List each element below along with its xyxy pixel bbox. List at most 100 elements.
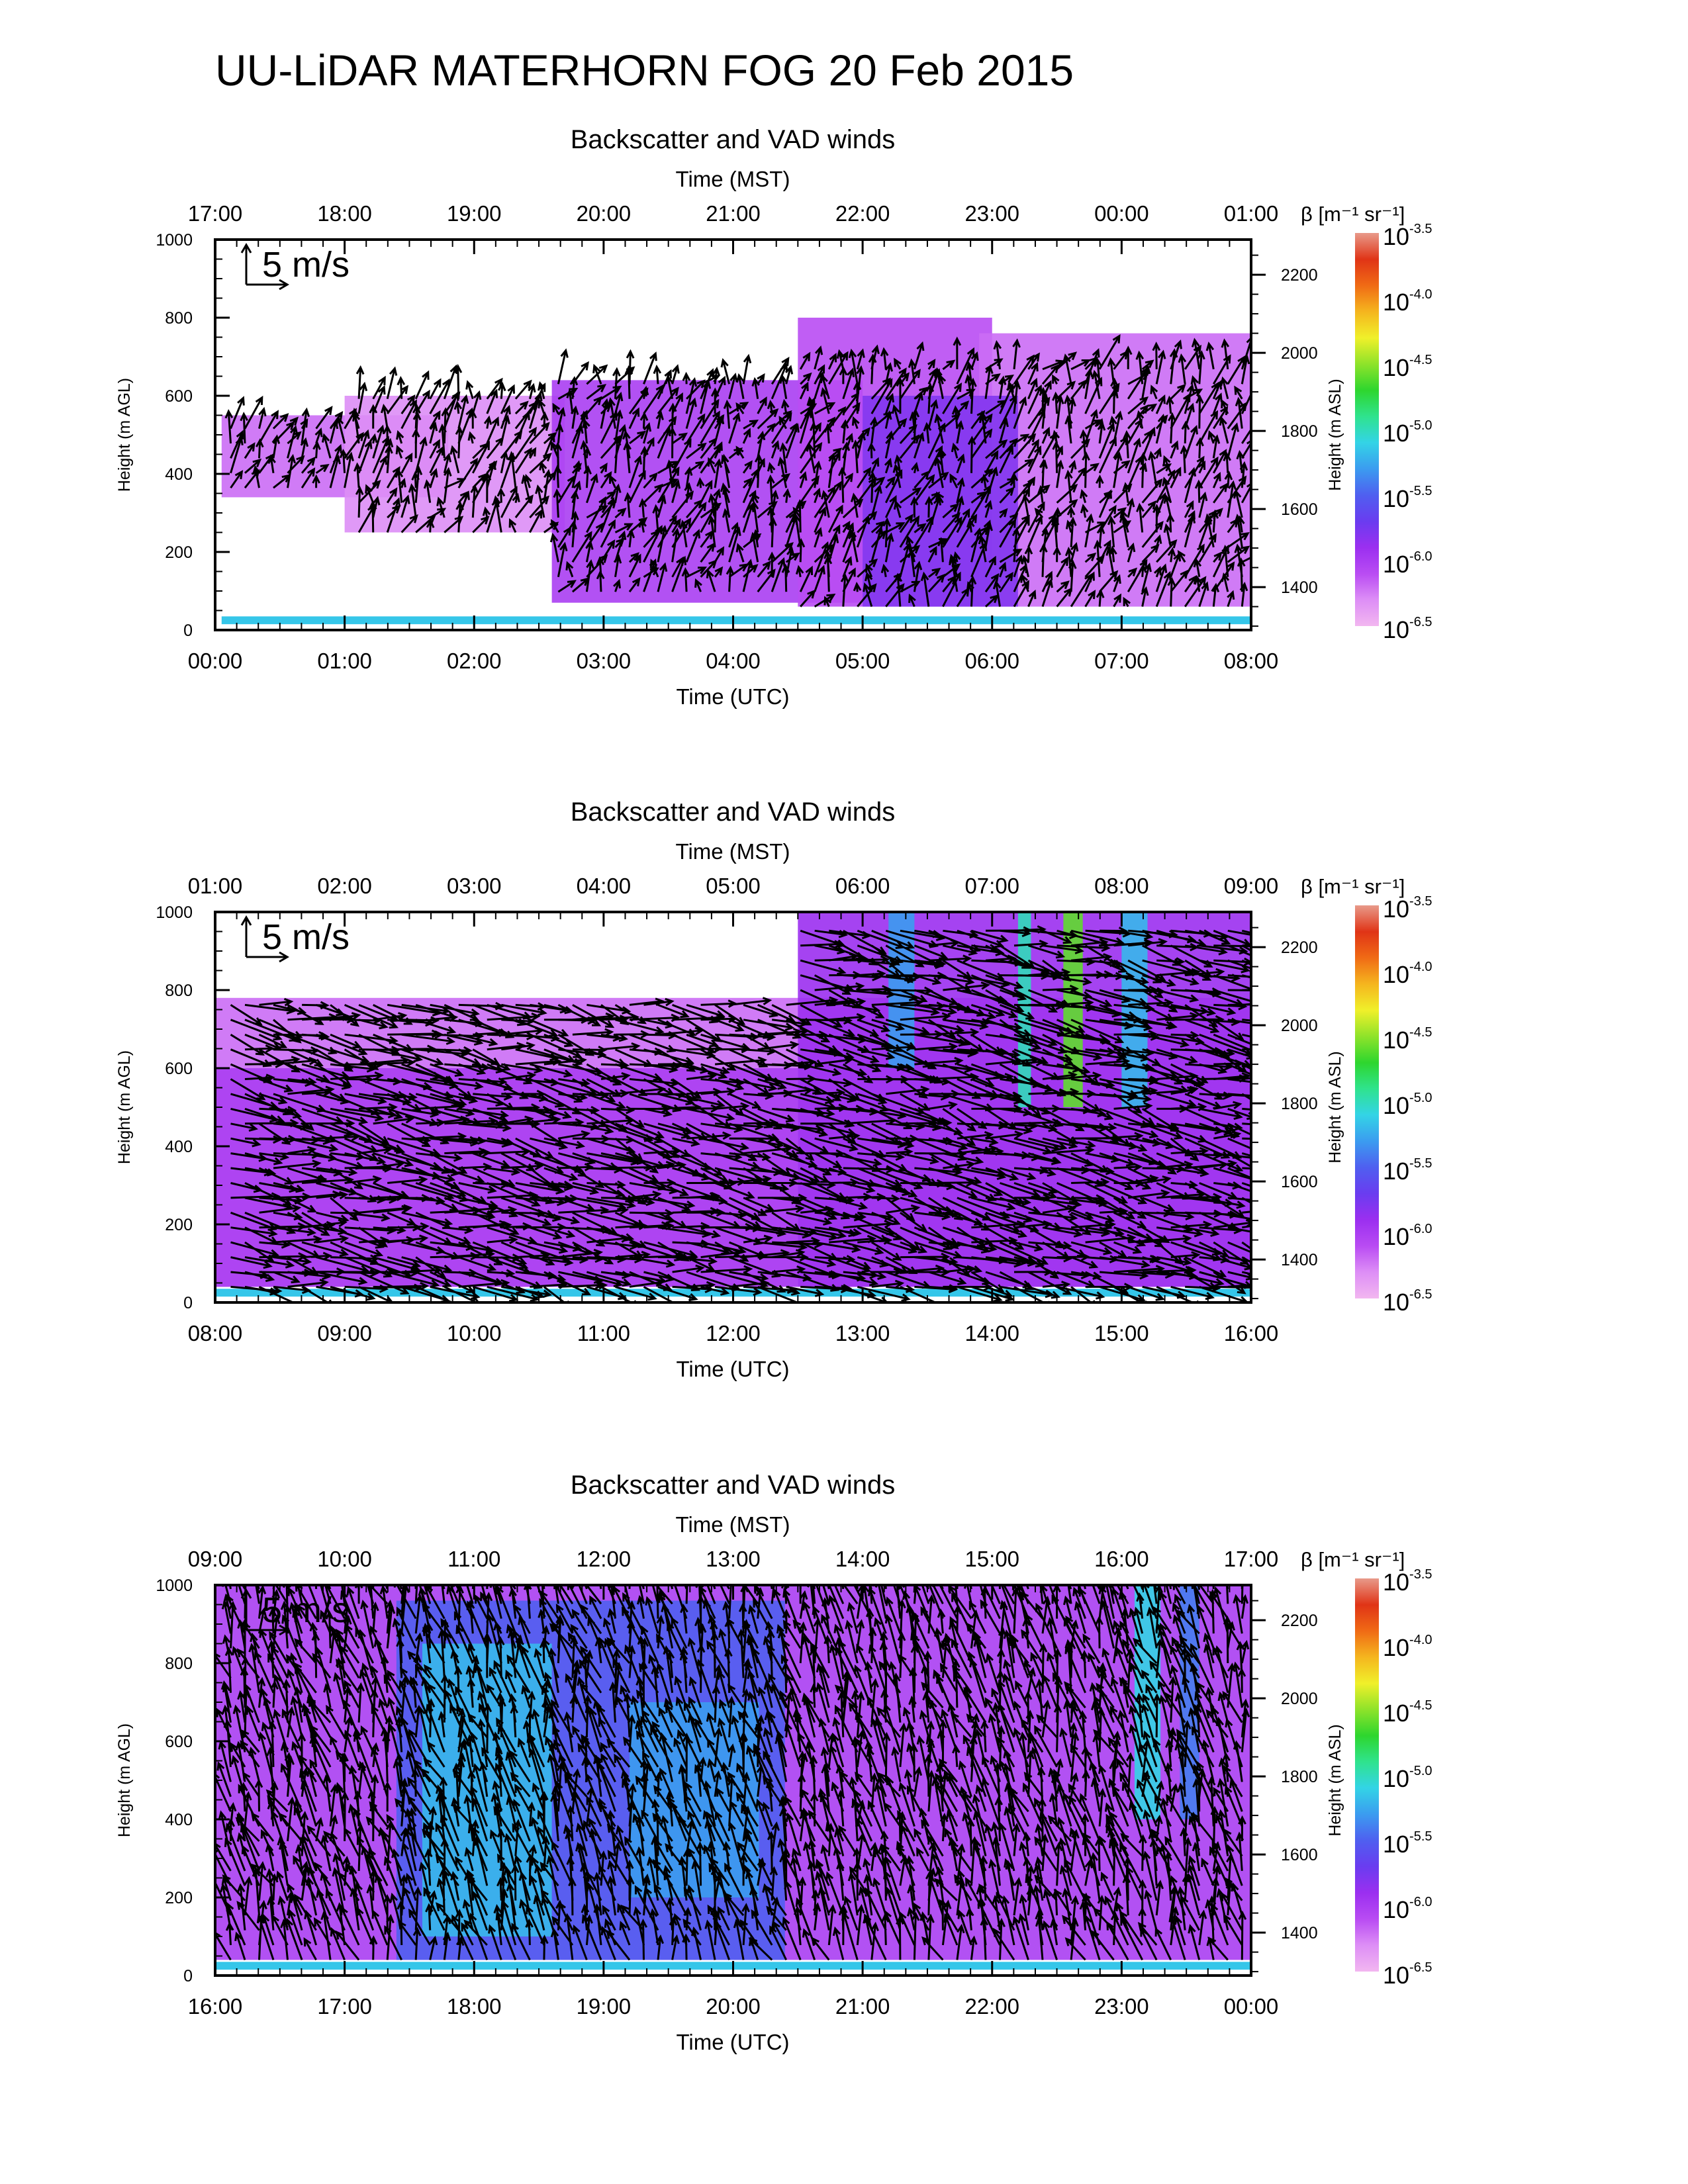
- wind-arrow: [672, 1264, 705, 1273]
- wind-arrow: [215, 1843, 232, 1872]
- wind-arrow: [952, 1664, 972, 1694]
- wind-arrow: [767, 462, 776, 474]
- wind-arrow: [1213, 1033, 1251, 1052]
- wind-arrow: [728, 373, 738, 400]
- wind-arrow: [1020, 573, 1029, 592]
- wind-arrow: [914, 1019, 965, 1034]
- wind-arrow: [858, 1886, 873, 1931]
- wind-arrow: [908, 358, 917, 385]
- wind-arrow: [320, 1610, 332, 1634]
- wind-arrow: [885, 960, 914, 983]
- wind-arrow: [585, 559, 594, 592]
- wind-arrow: [735, 543, 745, 563]
- wind-arrow: [335, 1751, 360, 1783]
- wind-arrow: [1170, 1664, 1186, 1708]
- wind-arrow: [1155, 570, 1172, 608]
- wind-arrow: [843, 1241, 884, 1255]
- wind-arrow: [600, 1742, 616, 1768]
- wind-arrow: [992, 580, 1002, 607]
- x-top-tick-label: 10:00: [317, 1547, 372, 1571]
- wind-arrow: [619, 1921, 631, 1946]
- wind-arrow: [244, 1107, 285, 1124]
- wind-arrow: [466, 1874, 488, 1901]
- wind-arrow: [524, 474, 532, 488]
- wind-arrow: [344, 1241, 384, 1257]
- wind-arrow: [586, 1271, 632, 1287]
- wind-arrow: [622, 1778, 645, 1827]
- wind-arrow: [287, 1796, 296, 1842]
- wind-arrow: [393, 1585, 417, 1619]
- bottom-axis-title: Time (UTC): [676, 2030, 789, 2054]
- wind-arrow: [328, 1624, 346, 1664]
- wind-arrow: [714, 458, 723, 488]
- wind-arrow: [771, 1821, 780, 1856]
- wind-arrow: [538, 381, 546, 400]
- wind-arrow: [985, 1004, 1018, 1019]
- wind-arrow: [429, 439, 440, 459]
- wind-arrow: [842, 498, 864, 519]
- wind-arrow: [1227, 1182, 1251, 1193]
- wind-arrow: [613, 483, 622, 503]
- wind-arrow: [814, 364, 825, 385]
- wind-arrow: [956, 1923, 965, 1960]
- wind-arrow: [1023, 1660, 1044, 1708]
- wind-arrow: [1170, 974, 1200, 986]
- wind-arrow: [1198, 491, 1208, 518]
- wind-arrow: [1113, 1241, 1143, 1254]
- wind-arrow: [1213, 1787, 1229, 1812]
- wind-arrow: [458, 1063, 487, 1075]
- wind-arrow: [1191, 1725, 1215, 1768]
- wind-arrow: [1190, 1811, 1215, 1842]
- wind-arrow: [508, 451, 517, 488]
- wind-arrow: [1241, 1639, 1250, 1664]
- wind-arrow: [426, 518, 435, 533]
- wind-arrow: [1034, 1725, 1058, 1768]
- wind-arrow: [1241, 1241, 1251, 1250]
- wind-arrow: [814, 402, 836, 415]
- wind-arrow: [1170, 1251, 1201, 1260]
- wind-arrow: [806, 396, 816, 429]
- wind-arrow: [686, 442, 707, 459]
- wind-arrow: [429, 421, 438, 444]
- wind-arrow: [885, 929, 939, 948]
- wind-arrow: [299, 1585, 303, 1590]
- wind-arrow: [624, 492, 633, 518]
- wind-arrow: [273, 1182, 305, 1193]
- reference-arrow: [240, 243, 289, 291]
- wind-arrow: [1232, 1661, 1243, 1708]
- wind-arrow: [1099, 1034, 1127, 1059]
- wind-arrow: [273, 1674, 289, 1708]
- wind-arrow: [686, 1226, 722, 1239]
- wind-arrow: [814, 345, 823, 370]
- wind-arrow: [985, 1073, 1014, 1081]
- wind-arrow: [496, 1692, 505, 1723]
- wind-arrow: [847, 1602, 859, 1634]
- wind-arrow: [638, 1585, 645, 1604]
- wind-arrow: [1034, 1874, 1058, 1901]
- wind-arrow: [512, 1823, 531, 1857]
- wind-arrow: [321, 433, 332, 459]
- wind-arrow: [900, 1152, 940, 1165]
- wind-arrow: [767, 399, 776, 414]
- wind-arrow: [1049, 1792, 1058, 1827]
- wind-arrow: [814, 543, 834, 563]
- wind-arrow: [335, 1930, 360, 1961]
- wind-arrow: [557, 348, 569, 385]
- wind-arrow: [496, 1585, 517, 1634]
- wind-arrow: [407, 1776, 431, 1813]
- bottom-axis-title: Time (UTC): [676, 1357, 789, 1381]
- wind-arrow: [984, 500, 993, 518]
- wind-arrow: [404, 1827, 417, 1872]
- reference-arrow: [240, 915, 289, 963]
- wind-arrow: [635, 1689, 659, 1723]
- wind-arrow: [868, 353, 877, 385]
- wind-arrow: [1133, 1637, 1158, 1664]
- wind-arrow: [914, 1149, 967, 1158]
- wind-arrow: [600, 539, 616, 563]
- wind-arrow: [588, 1707, 602, 1738]
- wind-arrow: [884, 410, 892, 429]
- wind-arrow: [884, 457, 892, 474]
- wind-arrow: [706, 569, 716, 592]
- wind-arrow: [857, 1226, 889, 1242]
- wind-arrow: [382, 1831, 403, 1872]
